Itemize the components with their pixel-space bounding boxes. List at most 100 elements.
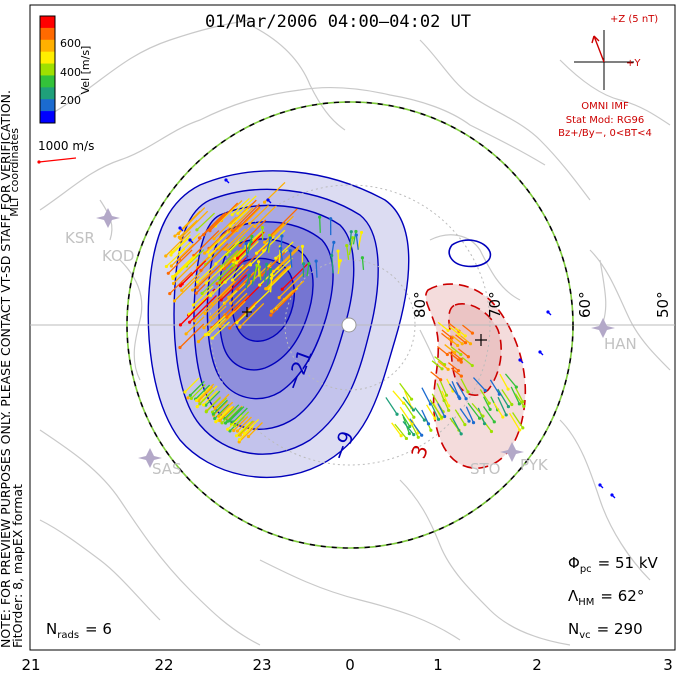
vector-line <box>361 257 365 271</box>
vector-line <box>193 230 220 256</box>
vector-line <box>539 351 544 356</box>
vector-line <box>208 317 226 336</box>
vector-line <box>215 240 240 265</box>
vector-line <box>411 424 419 438</box>
imf-model: Stat Mod: RG96 <box>566 115 645 126</box>
vector-line <box>247 236 253 249</box>
vector-line <box>450 350 462 360</box>
vector-line <box>211 303 236 329</box>
vector-line <box>220 274 248 301</box>
vector-line <box>392 390 405 404</box>
station-label-han: HAN <box>604 335 637 353</box>
vector-line <box>192 285 214 306</box>
vector-line <box>237 195 257 214</box>
vector-line <box>514 386 524 403</box>
velocity-vectors <box>164 178 616 499</box>
lat-label-60: 60° <box>576 291 594 318</box>
vector-line <box>399 382 413 400</box>
vector-line <box>258 266 262 281</box>
colorbar-swatch <box>40 75 55 88</box>
vector-line <box>227 414 243 430</box>
vector-line <box>226 236 246 255</box>
vector-line <box>226 295 250 318</box>
vector-line <box>234 411 250 427</box>
vector-line <box>277 248 300 270</box>
vector-line <box>306 263 310 277</box>
vector-line <box>249 204 269 224</box>
scale-vector: 1000 m/s <box>37 139 94 164</box>
vector-line <box>467 402 481 419</box>
vector-line <box>441 390 450 407</box>
colorbar-swatch <box>40 87 55 100</box>
vector-line <box>204 286 232 314</box>
vector-line <box>514 393 525 407</box>
vector-line <box>431 360 443 370</box>
vector-line <box>208 238 227 256</box>
vector-line <box>236 207 261 231</box>
vector-line <box>454 409 466 425</box>
vector-line <box>220 249 239 267</box>
colorbar-tick-200: 200 <box>60 94 81 107</box>
vector-line <box>245 243 248 259</box>
vector-line <box>357 232 363 251</box>
vector-line <box>204 233 225 254</box>
lat-label-50: 50° <box>654 291 672 318</box>
vector-line <box>221 408 237 424</box>
vector-line <box>169 271 193 295</box>
vector-line <box>451 417 462 435</box>
vector-line <box>275 241 294 259</box>
vector-line <box>421 387 431 405</box>
vector-line <box>212 399 228 415</box>
vector-line <box>214 393 230 409</box>
colorbar-tick-400: 400 <box>60 66 81 79</box>
vector-line <box>319 217 321 233</box>
vector-line <box>266 269 272 287</box>
vector-line <box>430 371 442 381</box>
vector-line <box>426 404 436 419</box>
imf-source: OMNI IMF <box>581 101 629 112</box>
hm-latitude: ΛHM = 62° <box>568 587 644 608</box>
vector-line <box>414 407 425 421</box>
mlt-tick-21: 21 <box>21 656 40 674</box>
vector-line <box>437 321 449 331</box>
vector-line <box>229 406 245 422</box>
vector-line <box>504 373 517 388</box>
mlt-tick-22: 22 <box>154 656 173 674</box>
vector-line <box>218 401 234 417</box>
vector-line <box>219 300 246 327</box>
vector-line <box>189 380 205 396</box>
vector-line <box>437 403 446 417</box>
vector-line <box>200 243 229 271</box>
vector-line <box>236 416 252 432</box>
vector-line <box>174 210 201 237</box>
stats-panel: Φpc = 51 kV ΛHM = 62° Nvc = 290 Nrads = 6 <box>46 554 659 641</box>
vector-line <box>441 395 450 411</box>
vector-line <box>213 400 229 416</box>
mlt-tick-1: 1 <box>433 656 443 674</box>
vector-line <box>174 275 200 302</box>
vector-line <box>179 232 201 253</box>
vector-line <box>508 412 521 431</box>
vector-line <box>179 210 209 239</box>
vector-line <box>472 377 486 391</box>
vector-line <box>178 253 198 273</box>
vector-line <box>239 420 255 436</box>
vector-line <box>493 402 504 418</box>
vector-line <box>459 408 470 422</box>
vector-line <box>211 321 230 339</box>
vector-line <box>385 397 398 415</box>
vector-line <box>404 390 413 409</box>
vector-line <box>399 406 413 425</box>
positive-cell-inner <box>448 303 502 396</box>
vector-line <box>456 381 467 400</box>
vector-line <box>510 386 520 405</box>
vector-line <box>441 329 453 339</box>
vector-line <box>220 268 250 297</box>
station-label-kod: KOD <box>102 247 134 265</box>
vector-line <box>349 231 352 246</box>
lat-label-70: 70° <box>486 291 504 318</box>
fit-order-note: FitOrder: 8, mapEX format <box>10 484 25 648</box>
vector-line <box>203 212 227 236</box>
vector-line <box>189 239 194 244</box>
vector-line <box>199 213 225 239</box>
